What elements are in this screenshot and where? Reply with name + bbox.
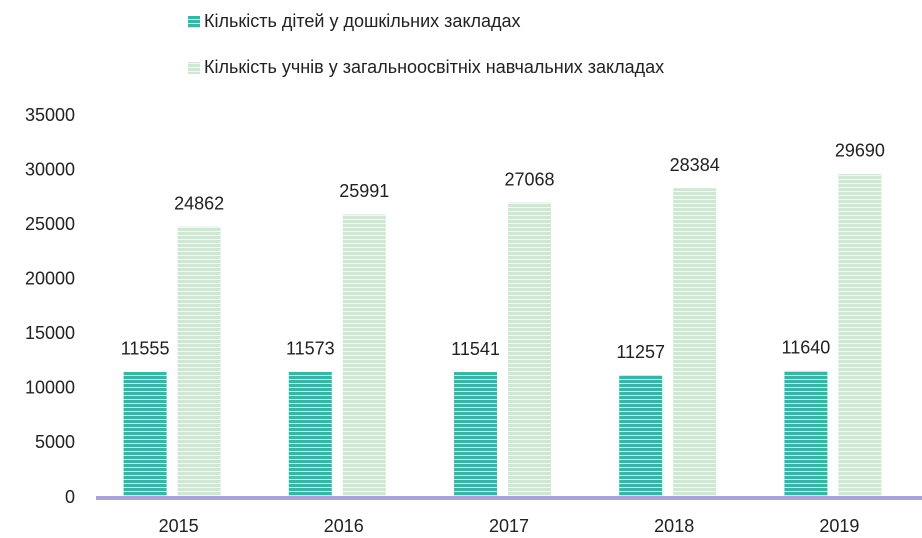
y-tick-label: 0 <box>65 487 75 507</box>
y-tick-label: 20000 <box>25 268 75 288</box>
bar <box>673 188 717 498</box>
legend-swatch <box>188 16 200 28</box>
legend-label: Кількість учнів у загальноосвітніх навча… <box>204 57 664 77</box>
y-tick-label: 10000 <box>25 378 75 398</box>
data-label: 11573 <box>286 338 335 358</box>
bar <box>838 173 882 498</box>
bar <box>177 226 221 498</box>
data-label: 11555 <box>121 339 170 359</box>
x-tick-label: 2015 <box>159 516 199 536</box>
bar <box>123 371 167 498</box>
y-tick-label: 35000 <box>25 105 75 125</box>
data-label: 11541 <box>451 339 500 359</box>
data-label: 25991 <box>339 181 389 201</box>
x-tick-label: 2018 <box>654 516 694 536</box>
data-label: 27068 <box>504 169 554 189</box>
bar <box>508 202 551 498</box>
data-label: 28384 <box>670 155 720 175</box>
data-label: 24862 <box>174 193 224 213</box>
legend-label: Кількість дітей у дошкільних закладах <box>204 11 521 31</box>
x-tick-label: 2016 <box>324 516 364 536</box>
x-tick-label: 2019 <box>819 516 859 536</box>
data-label: 29690 <box>835 141 885 161</box>
y-tick-label: 25000 <box>25 214 75 234</box>
data-label: 11257 <box>616 342 665 362</box>
legend-swatch <box>188 62 200 74</box>
bar <box>454 372 497 498</box>
bar <box>342 214 386 499</box>
x-tick-label: 2017 <box>489 516 529 536</box>
y-tick-label: 5000 <box>35 432 75 452</box>
bar <box>619 375 663 498</box>
data-label: 11640 <box>782 338 831 358</box>
bar <box>288 371 332 498</box>
bar <box>784 370 828 498</box>
y-tick-label: 30000 <box>25 159 75 179</box>
y-tick-label: 15000 <box>25 323 75 343</box>
